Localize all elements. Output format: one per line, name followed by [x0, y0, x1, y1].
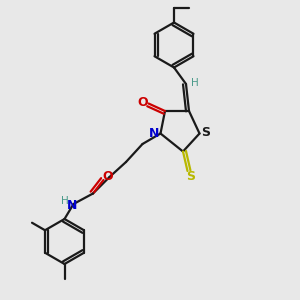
Text: S: S [202, 125, 211, 139]
Text: H: H [190, 77, 198, 88]
Text: N: N [149, 127, 159, 140]
Text: O: O [103, 170, 113, 184]
Text: H: H [61, 196, 69, 206]
Text: O: O [138, 95, 148, 109]
Text: N: N [67, 199, 77, 212]
Text: S: S [186, 170, 195, 183]
